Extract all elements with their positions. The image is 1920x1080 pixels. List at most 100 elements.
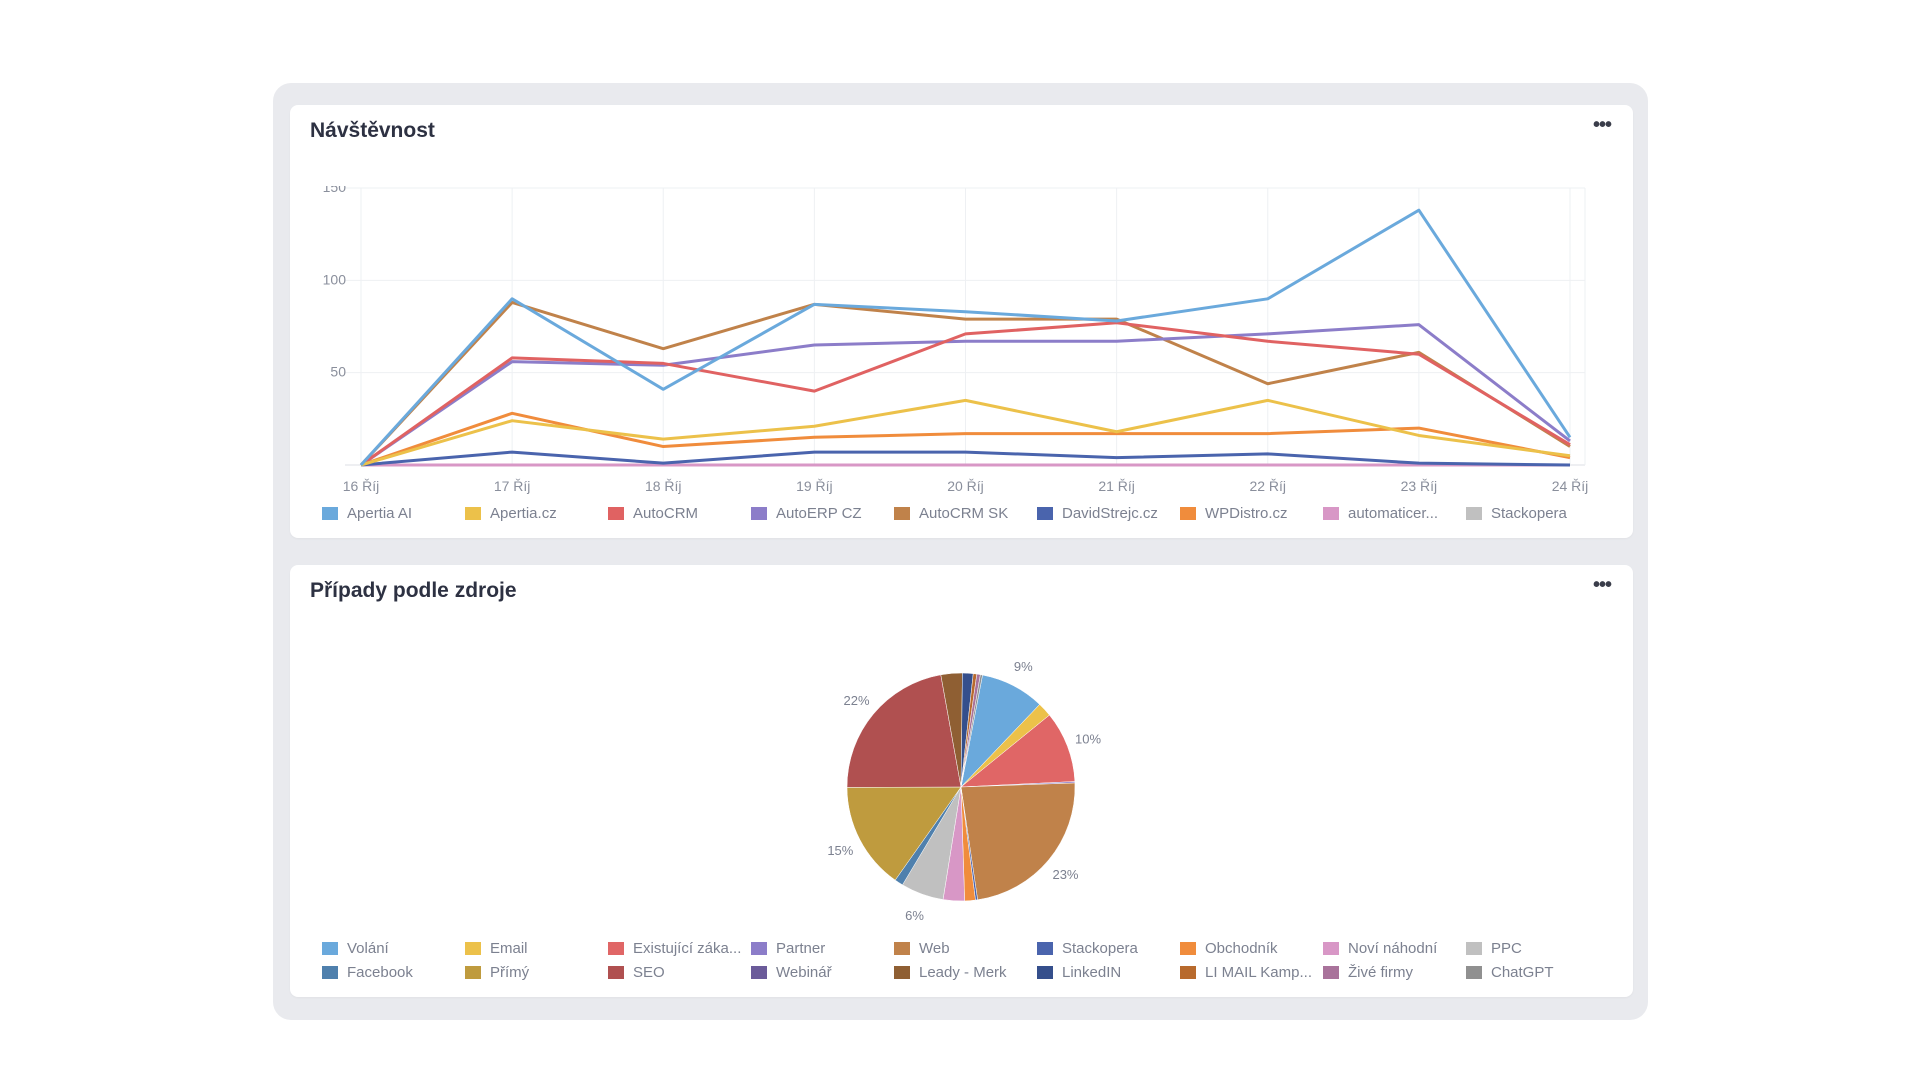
pie-slice: [960, 714, 1076, 788]
legend-swatch: [465, 966, 481, 979]
series-line-apertia-cz: [360, 398, 1571, 467]
legend-swatch: [1323, 507, 1339, 520]
legend-item[interactable]: Apertia AI: [322, 505, 465, 522]
series-line-davidstrejc-cz: [360, 450, 1571, 467]
legend-swatch: [1180, 507, 1196, 520]
x-tick-label: 16 Říj: [343, 478, 380, 494]
legend-swatch: [751, 966, 767, 979]
legend-label: AutoERP CZ: [776, 505, 862, 522]
y-tick-label: 50: [330, 364, 346, 380]
legend-item[interactable]: Partner: [751, 940, 894, 957]
traffic-widget: Návštěvnost ••• 150 100 50 16 Říj 17 Říj 18 Ř…: [290, 105, 1633, 538]
legend-label: Volání: [347, 940, 389, 957]
pie-slice: [846, 674, 962, 788]
widget-title: Případy podle zdroje: [310, 579, 517, 602]
legend-label: Stackopera: [1491, 505, 1567, 522]
legend-label: Živé firmy: [1348, 964, 1413, 981]
legend-item[interactable]: Webinář: [751, 964, 894, 981]
legend-item[interactable]: Volání: [322, 940, 465, 957]
x-tick-label: 23 Říj: [1401, 478, 1438, 494]
pie-slice-label: 23%: [1052, 867, 1078, 882]
sources-widget: Případy podle zdroje ••• 9% 10% 23% 6% 15% 22…: [290, 565, 1633, 997]
legend-label: Webinář: [776, 964, 832, 981]
legend-swatch: [751, 507, 767, 520]
legend-item[interactable]: Obchodník: [1180, 940, 1323, 957]
legend-label: Existující záka...: [633, 940, 742, 957]
legend-item[interactable]: Web: [894, 940, 1037, 957]
legend-item[interactable]: Noví náhodní: [1323, 940, 1466, 957]
legend-swatch: [1037, 507, 1053, 520]
legend-item[interactable]: Apertia.cz: [465, 505, 608, 522]
legend-swatch: [322, 966, 338, 979]
legend-swatch: [1180, 942, 1196, 955]
chart-legend: Apertia AI Apertia.cz AutoCRM AutoERP CZ Aut…: [322, 505, 1609, 522]
more-dots-icon[interactable]: •••: [1592, 574, 1612, 596]
pie-slice-label: 15%: [827, 843, 853, 858]
legend-item[interactable]: SEO: [608, 964, 751, 981]
legend-swatch: [1466, 942, 1482, 955]
legend-swatch: [1466, 507, 1482, 520]
legend-swatch: [894, 507, 910, 520]
chart-legend: Volání Email Existující záka... Partner Web S…: [322, 940, 1622, 981]
x-tick-label: 18 Říj: [645, 478, 682, 494]
legend-label: PPC: [1491, 940, 1522, 957]
pie-slice-label: 9%: [1014, 659, 1033, 674]
legend-swatch: [608, 507, 624, 520]
legend-swatch: [1323, 942, 1339, 955]
legend-item[interactable]: Přímý: [465, 964, 608, 981]
legend-swatch: [465, 942, 481, 955]
legend-swatch: [322, 507, 338, 520]
legend-label: Partner: [776, 940, 826, 957]
series-line-autocrm-sk: [359, 300, 1571, 467]
pie-slice-label: 22%: [843, 693, 869, 708]
x-tick-label: 20 Říj: [947, 478, 984, 494]
legend-swatch: [751, 942, 767, 955]
legend-item[interactable]: Existující záka...: [608, 940, 751, 957]
x-tick-label: 17 Říj: [494, 478, 531, 494]
legend-item[interactable]: LinkedIN: [1037, 964, 1180, 981]
legend-swatch: [608, 942, 624, 955]
legend-item[interactable]: Facebook: [322, 964, 465, 981]
legend-item[interactable]: LI MAIL Kamp...: [1180, 964, 1323, 981]
legend-item[interactable]: AutoCRM: [608, 505, 751, 522]
pie-slice-label: 10%: [1075, 731, 1101, 746]
series-line-autocrm: [360, 321, 1571, 467]
legend-item[interactable]: WPDistro.cz: [1180, 505, 1323, 522]
y-tick-label: 100: [323, 271, 347, 287]
legend-label: Stackopera: [1062, 940, 1138, 957]
x-tick-label: 19 Říj: [796, 478, 833, 494]
legend-item[interactable]: AutoERP CZ: [751, 505, 894, 522]
legend-item[interactable]: AutoCRM SK: [894, 505, 1037, 522]
legend-item[interactable]: automaticer...: [1323, 505, 1466, 522]
line-chart: 150 100 50 16 Říj 17 Říj 18 Říj 19 Říj 20 Říj 21…: [323, 179, 1589, 494]
legend-label: Přímý: [490, 964, 530, 981]
x-tick-label: 21 Říj: [1098, 478, 1135, 494]
legend-swatch: [1180, 966, 1196, 979]
x-tick-label: 22 Říj: [1249, 478, 1286, 494]
legend-label: WPDistro.cz: [1205, 505, 1288, 522]
legend-label: automaticer...: [1348, 505, 1439, 522]
legend-label: Apertia.cz: [490, 505, 557, 522]
legend-swatch: [1037, 942, 1053, 955]
pie-slice: [960, 782, 1076, 901]
legend-label: Noví náhodní: [1348, 940, 1438, 957]
legend-item[interactable]: Leady - Merk: [894, 964, 1037, 981]
legend-item[interactable]: Email: [465, 940, 608, 957]
y-tick-label: 150: [323, 179, 347, 195]
more-dots-icon[interactable]: •••: [1592, 114, 1612, 136]
legend-swatch: [894, 942, 910, 955]
legend-item[interactable]: Živé firmy: [1323, 964, 1466, 981]
pie-chart: 9% 10% 23% 6% 15% 22%: [827, 659, 1101, 923]
legend-label: ChatGPT: [1491, 964, 1554, 981]
legend-label: Facebook: [347, 964, 413, 981]
legend-label: LI MAIL Kamp...: [1205, 964, 1312, 981]
pie-slice: [960, 674, 983, 788]
legend-item[interactable]: Stackopera: [1037, 940, 1180, 957]
legend-item[interactable]: Stackopera: [1466, 505, 1609, 522]
legend-swatch: [322, 942, 338, 955]
legend-label: DavidStrejc.cz: [1062, 505, 1158, 522]
legend-item[interactable]: PPC: [1466, 940, 1609, 957]
legend-label: AutoCRM: [633, 505, 699, 522]
legend-item[interactable]: ChatGPT: [1466, 964, 1609, 981]
legend-item[interactable]: DavidStrejc.cz: [1037, 505, 1180, 522]
